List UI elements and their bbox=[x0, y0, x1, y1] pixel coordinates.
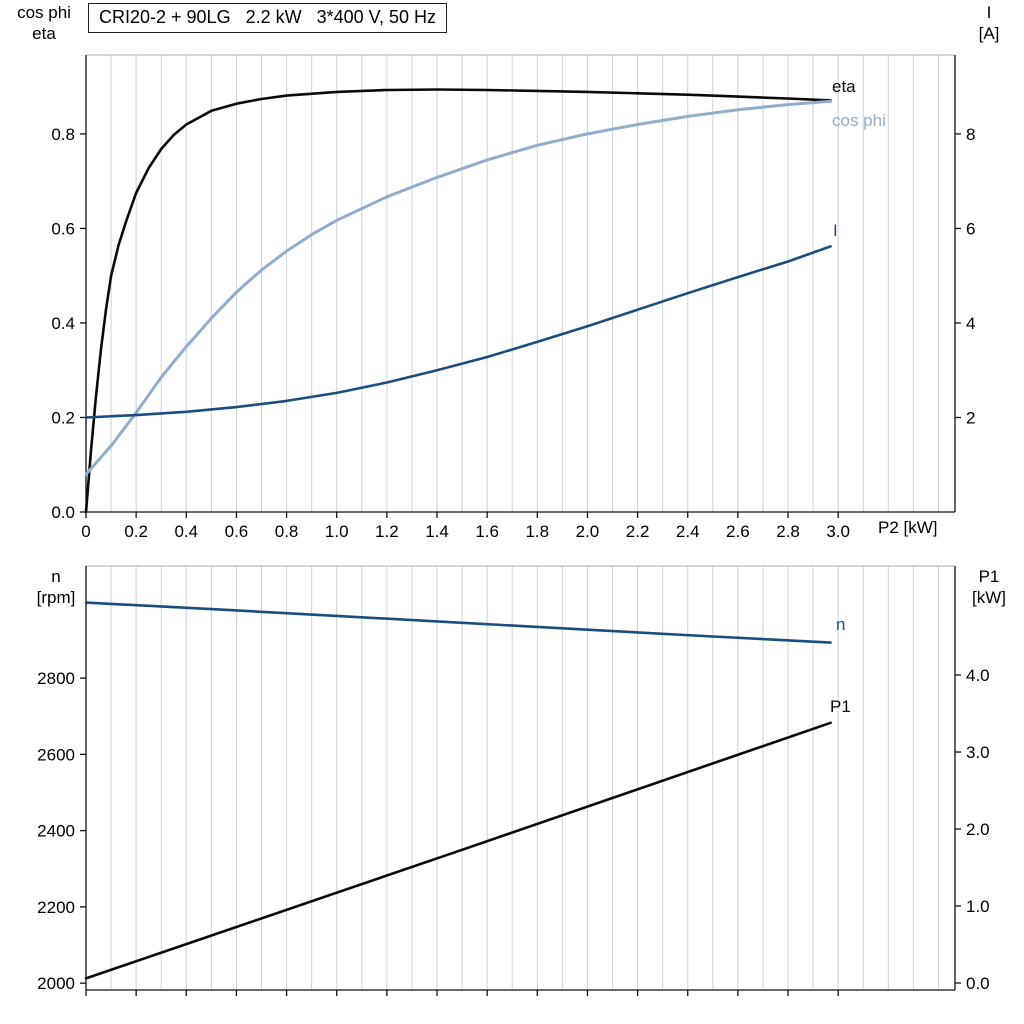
svg-text:0.4: 0.4 bbox=[174, 522, 198, 541]
svg-text:1.0: 1.0 bbox=[966, 897, 990, 916]
speed-symbol-label: n bbox=[51, 567, 61, 586]
svg-text:2.0: 2.0 bbox=[966, 820, 990, 839]
current-unit-label: [A] bbox=[978, 24, 1000, 43]
power-axis-label: P1 [kW] bbox=[958, 566, 1020, 608]
svg-text:8: 8 bbox=[966, 125, 975, 144]
speed-unit-label: [rpm] bbox=[36, 588, 76, 607]
svg-text:cos phi: cos phi bbox=[832, 111, 886, 130]
svg-text:2200: 2200 bbox=[37, 898, 75, 917]
svg-text:2800: 2800 bbox=[37, 669, 75, 688]
svg-text:2600: 2600 bbox=[37, 745, 75, 764]
current-symbol-label: I bbox=[986, 3, 992, 22]
svg-text:0.0: 0.0 bbox=[966, 974, 990, 993]
current-axis-label: I [A] bbox=[960, 2, 1018, 44]
svg-text:0.8: 0.8 bbox=[51, 125, 75, 144]
cos-phi-axis-label: cos phi bbox=[17, 3, 71, 22]
svg-text:1.6: 1.6 bbox=[475, 522, 499, 541]
svg-text:2.0: 2.0 bbox=[576, 522, 600, 541]
eta-axis-label: eta bbox=[32, 24, 56, 43]
svg-text:P1: P1 bbox=[830, 697, 851, 716]
svg-text:4: 4 bbox=[966, 314, 975, 333]
svg-text:0.2: 0.2 bbox=[51, 408, 75, 427]
svg-text:0.6: 0.6 bbox=[225, 522, 249, 541]
svg-text:0.0: 0.0 bbox=[51, 503, 75, 522]
svg-text:2.6: 2.6 bbox=[726, 522, 750, 541]
x-axis-label: P2 [kW] bbox=[878, 518, 938, 537]
svg-text:2.2: 2.2 bbox=[626, 522, 650, 541]
svg-text:2.4: 2.4 bbox=[676, 522, 700, 541]
svg-text:3.0: 3.0 bbox=[966, 743, 990, 762]
svg-text:0.4: 0.4 bbox=[51, 314, 75, 333]
svg-text:2: 2 bbox=[966, 408, 975, 427]
top-left-axis-label: cos phi eta bbox=[4, 2, 84, 44]
svg-text:0.2: 0.2 bbox=[124, 522, 148, 541]
svg-text:eta: eta bbox=[832, 77, 856, 96]
power-unit-label: [kW] bbox=[972, 588, 1006, 607]
svg-text:4.0: 4.0 bbox=[966, 666, 990, 685]
svg-text:1.8: 1.8 bbox=[525, 522, 549, 541]
svg-text:2400: 2400 bbox=[37, 822, 75, 841]
speed-axis-label: n [rpm] bbox=[22, 566, 90, 608]
svg-text:1.4: 1.4 bbox=[425, 522, 449, 541]
svg-text:1.0: 1.0 bbox=[325, 522, 349, 541]
svg-text:3.0: 3.0 bbox=[826, 522, 850, 541]
svg-text:2000: 2000 bbox=[37, 974, 75, 993]
svg-text:I: I bbox=[833, 221, 838, 240]
svg-text:1.2: 1.2 bbox=[375, 522, 399, 541]
svg-text:0.8: 0.8 bbox=[275, 522, 299, 541]
chart-title-box: CRI20-2 + 90LG 2.2 kW 3*400 V, 50 Hz bbox=[88, 3, 448, 33]
svg-text:n: n bbox=[836, 615, 845, 634]
power-symbol-label: P1 bbox=[978, 567, 1000, 586]
svg-text:2.8: 2.8 bbox=[776, 522, 800, 541]
svg-text:0.6: 0.6 bbox=[51, 219, 75, 238]
svg-text:0: 0 bbox=[81, 522, 90, 541]
svg-text:6: 6 bbox=[966, 219, 975, 238]
